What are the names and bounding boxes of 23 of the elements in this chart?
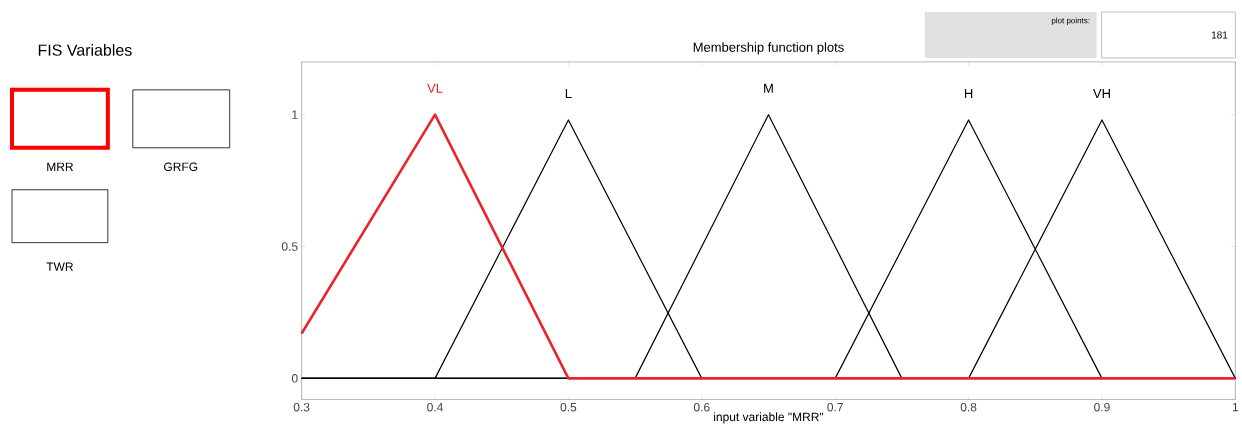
x-tick-label: 0.8 — [960, 402, 977, 412]
text: 181 — [1211, 31, 1228, 39]
series-label: M — [764, 83, 773, 93]
y-tick-label: 0.5 — [281, 242, 298, 251]
x-tick-label: 0.3 — [293, 402, 310, 412]
y-tick-label: 0 — [291, 373, 298, 383]
x-tick-label: 0.6 — [693, 402, 710, 412]
text: MRR — [47, 162, 74, 171]
text: TWR — [46, 262, 74, 271]
series-label: VH — [1093, 88, 1110, 98]
series-label: H — [964, 88, 973, 98]
text: FIS Variables — [38, 43, 132, 56]
x-tick-label: 0.7 — [827, 402, 843, 412]
x-tick-label: 0.4 — [427, 402, 443, 412]
y-tick-label: 1 — [292, 110, 298, 119]
series-label: VL — [427, 83, 443, 93]
x-tick-label: 1 — [1232, 402, 1239, 412]
series-label: L — [565, 88, 572, 98]
x-tick-label: 0.9 — [1094, 402, 1110, 412]
text: GRFG — [164, 162, 198, 171]
x-axis-title: input variable "MRR" — [714, 412, 824, 424]
chart-title: Membership function plots — [693, 42, 844, 55]
x-tick-label: 0.5 — [560, 402, 577, 412]
